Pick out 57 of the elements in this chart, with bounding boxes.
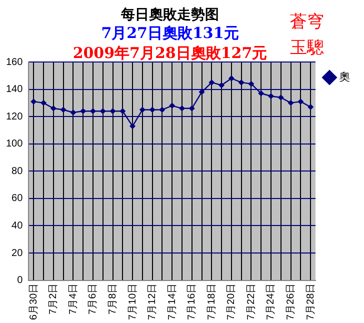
point <box>100 108 106 114</box>
legend-label: 奧 <box>339 72 350 84</box>
x-tick-label: 7月8日 <box>108 283 118 314</box>
x-tick-label: 7月22日 <box>246 283 257 320</box>
x-tick-label: 7月10日 <box>127 283 138 320</box>
point <box>248 80 254 87</box>
x-tick-label: 7月14日 <box>166 283 178 320</box>
point <box>149 106 156 113</box>
y-tick-label: 120 <box>6 111 24 122</box>
point <box>288 100 294 106</box>
x-tick-label: 7月6日 <box>88 283 99 314</box>
x-tick-label: 7月20日 <box>226 283 238 320</box>
point <box>258 90 264 96</box>
x-tick-label: 7月4日 <box>68 283 79 314</box>
x-tick-label: 7月24日 <box>266 283 277 320</box>
point <box>218 82 225 88</box>
point <box>188 105 195 112</box>
y-tick-label: 80 <box>12 166 24 177</box>
point <box>178 105 185 112</box>
x-tick-label: 7月26日 <box>286 283 297 320</box>
y-tick-label: 100 <box>6 138 24 150</box>
chart-subtitle: 7月27日奧敗131元 <box>101 24 239 42</box>
point <box>60 106 66 113</box>
x-tick-label: 7月28日 <box>305 283 316 320</box>
y-tick-label: 60 <box>12 193 24 204</box>
text: 玉驄 <box>290 37 324 59</box>
x-tick-label: 7月18日 <box>206 283 218 320</box>
point <box>30 98 37 105</box>
text: 蒼穹 <box>290 11 324 33</box>
y-tick-label: 40 <box>12 220 24 232</box>
point <box>130 123 136 130</box>
point <box>308 104 314 110</box>
x-tick-label: 7月2日 <box>48 283 60 314</box>
y-tick-label: 140 <box>6 84 24 96</box>
x-tick-label: 7月16日 <box>186 283 198 320</box>
point <box>228 75 234 82</box>
x-tick-label: 6月30日 <box>28 283 40 320</box>
point <box>110 108 116 114</box>
point <box>139 106 146 113</box>
point <box>120 108 126 114</box>
point <box>169 102 176 109</box>
point <box>278 94 284 100</box>
point <box>80 108 86 114</box>
point <box>238 79 244 86</box>
point <box>268 93 274 100</box>
chart-title: 每日奧敗走勢图 <box>121 7 219 23</box>
point <box>159 106 166 113</box>
point <box>298 98 304 105</box>
point <box>208 79 215 86</box>
y-tick-label: 20 <box>12 248 24 259</box>
x-tick-label: 7月12日 <box>147 283 158 320</box>
text: 2009年7月28日奧敗127元 <box>72 44 268 62</box>
point <box>40 100 47 106</box>
y-tick-label: 160 <box>6 56 24 68</box>
point <box>50 105 56 112</box>
point <box>70 109 76 116</box>
y-tick-label: 0 <box>17 275 24 286</box>
